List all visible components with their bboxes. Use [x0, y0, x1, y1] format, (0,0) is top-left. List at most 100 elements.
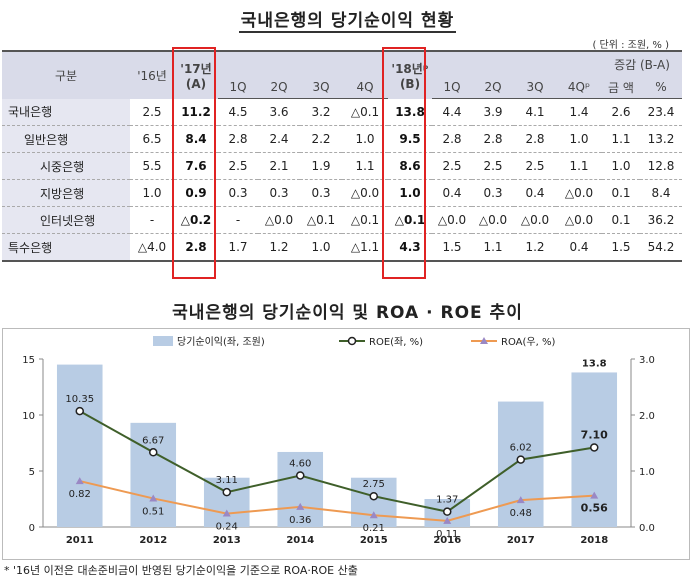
table-cell: 2.5 — [432, 152, 472, 180]
table-cell: 4.5 — [218, 98, 258, 126]
roa-point — [222, 509, 231, 517]
table-cell: 0.4 — [514, 179, 556, 207]
table-cell: 7.6 — [174, 152, 218, 180]
legend-bar-label: 당기순이익(좌, 조원) — [177, 336, 265, 348]
table-cell: 2.4 — [258, 125, 300, 153]
legend-roa-marker — [480, 337, 488, 344]
table-cell: 1.4 — [556, 98, 602, 126]
table-cell: △0.0 — [342, 179, 388, 207]
roe-point — [516, 455, 525, 464]
table-cell: 1.2 — [514, 233, 556, 262]
table-cell: 1.5 — [602, 233, 640, 262]
profit-table: 구분 '16년 '17년 (A) '18년ᵖ (B) 증감 (B-A) 1Q 2Q … — [2, 50, 682, 262]
table-cell: 2.6 — [602, 98, 640, 126]
table-cell: 0.4 — [432, 179, 472, 207]
header-q: 2Q — [258, 76, 300, 99]
table-cell: 11.2 — [174, 98, 218, 126]
table-cell: 1.2 — [258, 233, 300, 262]
table-cell: 0.9 — [174, 179, 218, 207]
table-cell: △0.1 — [342, 206, 388, 234]
table-cell: △0.1 — [300, 206, 342, 234]
row-label: 국내은행 — [2, 98, 130, 126]
table-cell: △0.0 — [258, 206, 300, 234]
roe-point — [590, 443, 599, 452]
roa-point — [296, 502, 305, 510]
roe-label: 1.37 — [436, 495, 458, 506]
header-q: 3Q — [514, 76, 556, 99]
table-cell: 54.2 — [640, 233, 682, 262]
table-cell: - — [218, 206, 258, 234]
table-cell: 0.3 — [218, 179, 258, 207]
table-cell: 2.5 — [514, 152, 556, 180]
table-row: 특수은행 △4.0 2.8 1.7 1.2 1.0 △1.1 4.3 1.5 1.1 1.2 0.4 1… — [2, 233, 682, 262]
header-amount: 금 액 — [602, 76, 640, 99]
table-cell: 1.1 — [342, 152, 388, 180]
table-cell: 1.1 — [472, 233, 514, 262]
highlight-2017 — [172, 47, 216, 279]
roe-label: 2.75 — [363, 479, 385, 490]
bar-top-label: 13.8 — [582, 358, 607, 369]
roa-label: 0.21 — [363, 523, 385, 534]
table-cell: 1.0 — [130, 179, 174, 207]
table-cell: 1.0 — [300, 233, 342, 262]
header-q: 4Q — [342, 76, 388, 99]
table-cell: 1.1 — [556, 152, 602, 180]
legend-roe-marker — [347, 336, 357, 346]
table-cell: 2.2 — [300, 125, 342, 153]
roa-point — [75, 477, 84, 485]
left-tick-label: 15 — [22, 355, 35, 366]
header-q: 2Q — [472, 76, 514, 99]
chart-title: 국내은행의 당기순이익 및 ROA · ROE 추이 — [172, 303, 523, 323]
bar-2014 — [277, 451, 324, 527]
table-cell: 2.5 — [130, 98, 174, 126]
bar-2012 — [130, 422, 177, 527]
table-cell: 0.3 — [300, 179, 342, 207]
table-cell: 2.5 — [472, 152, 514, 180]
table-cell: 6.5 — [130, 125, 174, 153]
table-cell: 1.1 — [602, 125, 640, 153]
row-label: 시중은행 — [2, 152, 130, 180]
roa-point — [149, 494, 158, 502]
table-cell: 13.2 — [640, 125, 682, 153]
left-tick-label: 0 — [29, 523, 35, 534]
roe-line — [79, 410, 595, 513]
table-cell: 0.4 — [556, 233, 602, 262]
header-percent: % — [640, 76, 682, 99]
table-cell: 4.4 — [432, 98, 472, 126]
header-change: 증감 (B-A) — [602, 50, 682, 76]
row-label: 특수은행 — [2, 233, 130, 262]
header-q: 1Q — [432, 76, 472, 99]
header-q: 1Q — [218, 76, 258, 99]
table-cell: 36.2 — [640, 206, 682, 234]
table-cell: △0.2 — [174, 206, 218, 234]
table-row: 시중은행 5.5 7.6 2.5 2.1 1.9 1.1 8.6 2.5 2.5 2.5 1.1 1.0… — [2, 152, 682, 180]
roe-point — [149, 448, 158, 457]
table-cell: 23.4 — [640, 98, 682, 126]
roe-point — [75, 406, 84, 416]
table-cell: 0.1 — [602, 179, 640, 207]
roe-label: 3.11 — [216, 475, 238, 486]
roa-label: 0.24 — [216, 522, 238, 533]
x-tick-label: 2012 — [139, 535, 167, 546]
table-row: 인터넷은행 - △0.2- △0.0 △0.1 △0.1 △0.1 △0.0 △0.0 △0.0 △… — [2, 206, 682, 234]
row-label: 인터넷은행 — [2, 206, 130, 234]
table-cell: 2.8 — [174, 233, 218, 262]
left-tick-label: 10 — [22, 411, 35, 422]
roa-line — [79, 480, 595, 522]
header-2016: '16년 — [130, 50, 174, 99]
header-row-1: 구분 '16년 '17년 (A) '18년ᵖ (B) 증감 (B-A) — [2, 50, 682, 99]
x-tick-label: 2013 — [213, 535, 241, 546]
roa-label: 0.82 — [69, 489, 91, 500]
right-tick-label: 2.0 — [639, 411, 655, 422]
table-cell: 0.3 — [472, 179, 514, 207]
roe-point — [296, 471, 305, 480]
table-cell: 0.3 — [258, 179, 300, 207]
bar-2015 — [350, 477, 397, 527]
table-cell: 8.4 — [640, 179, 682, 207]
row-label: 지방은행 — [2, 179, 130, 207]
roe-label: 7.10 — [581, 428, 608, 441]
right-tick-label: 0.0 — [639, 523, 655, 534]
x-tick-label: 2017 — [507, 535, 535, 546]
header-category: 구분 — [2, 50, 130, 99]
profit-roa-roe-chart: 0 5 10 15 0.0 1.0 2.0 3.0 13.8 2011 2012 2013 2014 20… — [22, 336, 655, 546]
